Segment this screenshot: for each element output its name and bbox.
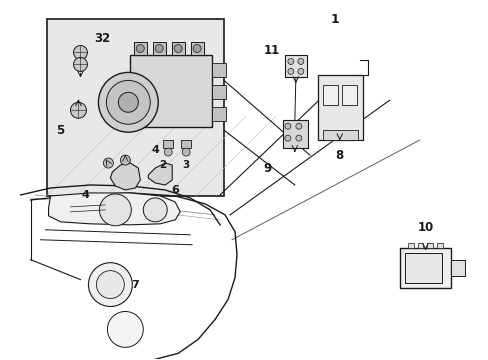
Bar — [212, 107, 225, 121]
Circle shape — [285, 123, 290, 129]
Circle shape — [73, 45, 87, 59]
Bar — [404, 253, 442, 283]
Circle shape — [98, 72, 158, 132]
Bar — [322, 85, 337, 105]
Circle shape — [182, 148, 190, 156]
Circle shape — [287, 68, 293, 75]
Text: 3: 3 — [182, 160, 189, 170]
Text: 8: 8 — [335, 149, 343, 162]
Bar — [153, 41, 166, 55]
Circle shape — [70, 102, 86, 118]
Bar — [283, 120, 307, 148]
Circle shape — [285, 135, 290, 141]
Bar — [46, 19, 224, 196]
Bar — [163, 140, 173, 148]
Text: 32: 32 — [94, 32, 110, 45]
Circle shape — [120, 155, 130, 165]
Text: 7: 7 — [131, 280, 139, 289]
Circle shape — [103, 158, 113, 168]
Bar — [322, 130, 357, 140]
Bar — [172, 41, 185, 55]
Circle shape — [99, 194, 131, 226]
Circle shape — [88, 263, 132, 306]
Circle shape — [174, 45, 182, 53]
Polygon shape — [148, 163, 172, 185]
Text: 9: 9 — [263, 162, 271, 175]
Bar — [212, 85, 225, 99]
Circle shape — [297, 58, 303, 64]
Circle shape — [287, 58, 293, 64]
Bar — [399, 248, 450, 288]
Circle shape — [193, 45, 201, 53]
Bar — [407, 243, 413, 248]
Bar — [417, 243, 423, 248]
Text: 4: 4 — [81, 190, 89, 200]
Bar — [317, 75, 362, 140]
Circle shape — [106, 80, 150, 124]
Bar — [285, 55, 306, 77]
Text: 2: 2 — [159, 160, 166, 170]
Bar — [437, 243, 443, 248]
Circle shape — [73, 58, 87, 71]
Circle shape — [164, 148, 172, 156]
Circle shape — [295, 135, 301, 141]
Bar — [191, 41, 203, 55]
Circle shape — [136, 45, 144, 53]
Bar — [341, 85, 356, 105]
Circle shape — [118, 92, 138, 112]
Circle shape — [107, 311, 143, 347]
Circle shape — [143, 198, 167, 222]
Polygon shape — [110, 163, 140, 190]
Circle shape — [295, 123, 301, 129]
Bar — [134, 41, 147, 55]
Polygon shape — [48, 193, 180, 225]
Text: 4: 4 — [151, 145, 159, 155]
Text: 10: 10 — [416, 221, 433, 234]
Text: 5: 5 — [56, 124, 64, 137]
Text: 1: 1 — [330, 13, 338, 26]
Bar — [181, 140, 191, 148]
Circle shape — [96, 271, 124, 298]
Text: 11: 11 — [263, 44, 280, 57]
Circle shape — [297, 68, 303, 75]
Bar — [450, 260, 465, 276]
Circle shape — [155, 45, 163, 53]
Bar — [427, 243, 432, 248]
Text: 6: 6 — [171, 185, 179, 195]
Bar — [212, 63, 225, 77]
Bar — [130, 55, 212, 127]
